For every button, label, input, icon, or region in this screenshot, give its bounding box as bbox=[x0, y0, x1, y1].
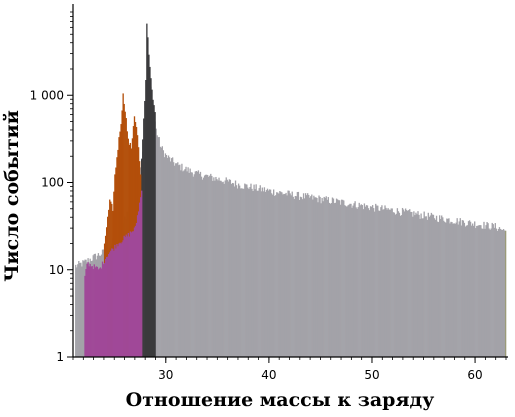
histogram-bar bbox=[505, 231, 506, 357]
histogram-bars bbox=[75, 24, 506, 357]
x-tick-label: 50 bbox=[364, 368, 379, 382]
x-tick-label: 60 bbox=[467, 368, 482, 382]
y-tick-label: 10 bbox=[49, 263, 64, 277]
x-tick-label: 30 bbox=[158, 368, 173, 382]
x-tick-label: 40 bbox=[261, 368, 276, 382]
series-4 bbox=[505, 231, 506, 357]
y-tick-label: 1 bbox=[56, 350, 64, 364]
x-axis-title: Отношение массы к заряду bbox=[126, 389, 435, 411]
y-tick-label: 100 bbox=[41, 176, 64, 190]
histogram-bar bbox=[154, 112, 155, 357]
histogram-bar bbox=[141, 191, 142, 357]
y-tick-label: 1 000 bbox=[30, 88, 64, 102]
y-axis-title: Число событий bbox=[1, 110, 23, 282]
